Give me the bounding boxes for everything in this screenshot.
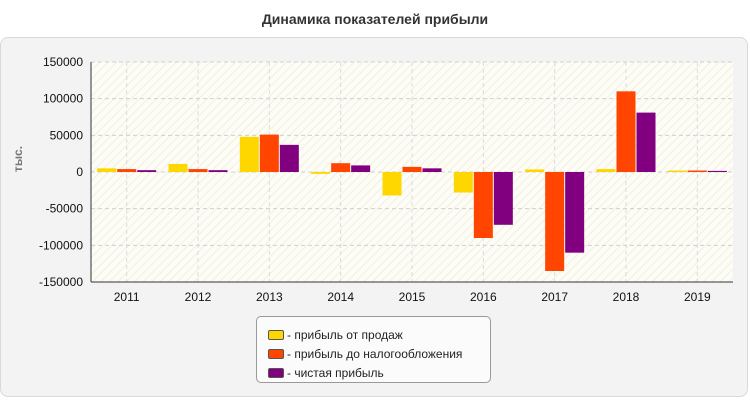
bar (382, 172, 402, 196)
bar (311, 172, 331, 174)
legend: - прибыль от продаж - прибыль до налогооб… (256, 316, 491, 383)
bar (525, 169, 545, 172)
x-tick-label: 2013 (256, 290, 283, 304)
y-tick-label: -50000 (46, 202, 84, 216)
bar (473, 172, 493, 238)
bar (453, 172, 473, 193)
legend-swatch (268, 329, 284, 340)
legend-swatch (268, 348, 284, 359)
bar (687, 170, 707, 172)
legend-item: - чистая прибыль (257, 363, 490, 382)
legend-label: - прибыль от продаж (287, 327, 403, 342)
legend-swatch (268, 367, 284, 378)
bar (97, 168, 117, 172)
legend-label: - прибыль до налогообложения (287, 346, 463, 361)
x-tick-label: 2015 (399, 290, 426, 304)
bar (208, 170, 228, 172)
bar (239, 136, 259, 172)
y-tick-label: 150000 (43, 55, 83, 69)
bar (493, 172, 513, 225)
bar (402, 166, 422, 172)
y-tick-label: -150000 (39, 275, 83, 289)
bar (545, 172, 565, 271)
bar (188, 169, 208, 172)
bar (596, 169, 616, 172)
x-tick-label: 2012 (185, 290, 212, 304)
x-tick-label: 2018 (613, 290, 640, 304)
x-tick-label: 2017 (541, 290, 568, 304)
y-tick-label: 50000 (50, 128, 84, 142)
x-tick-label: 2016 (470, 290, 497, 304)
legend-item: - прибыль до налогообложения (257, 344, 490, 363)
legend-item: - прибыль от продаж (257, 325, 490, 344)
legend-label: - чистая прибыль (287, 365, 384, 380)
x-tick-label: 2014 (327, 290, 354, 304)
y-tick-label: 100000 (43, 92, 83, 106)
x-tick-label: 2019 (684, 290, 711, 304)
x-tick-label: 2011 (114, 290, 140, 304)
bar (331, 163, 351, 172)
bar (168, 163, 188, 172)
bar (667, 170, 687, 172)
bar (636, 112, 656, 172)
y-tick-label: -100000 (39, 238, 83, 252)
bar (351, 165, 371, 172)
chart-title: Динамика показателей прибыли (261, 11, 489, 27)
bar (422, 168, 442, 172)
y-tick-label: 0 (76, 165, 83, 179)
bar (137, 170, 157, 172)
y-axis-label: тыс. (11, 146, 25, 172)
bar (117, 169, 137, 172)
bar (279, 144, 299, 172)
bar (259, 134, 279, 172)
bar (565, 172, 585, 253)
bar (707, 170, 727, 172)
bar (616, 91, 636, 172)
